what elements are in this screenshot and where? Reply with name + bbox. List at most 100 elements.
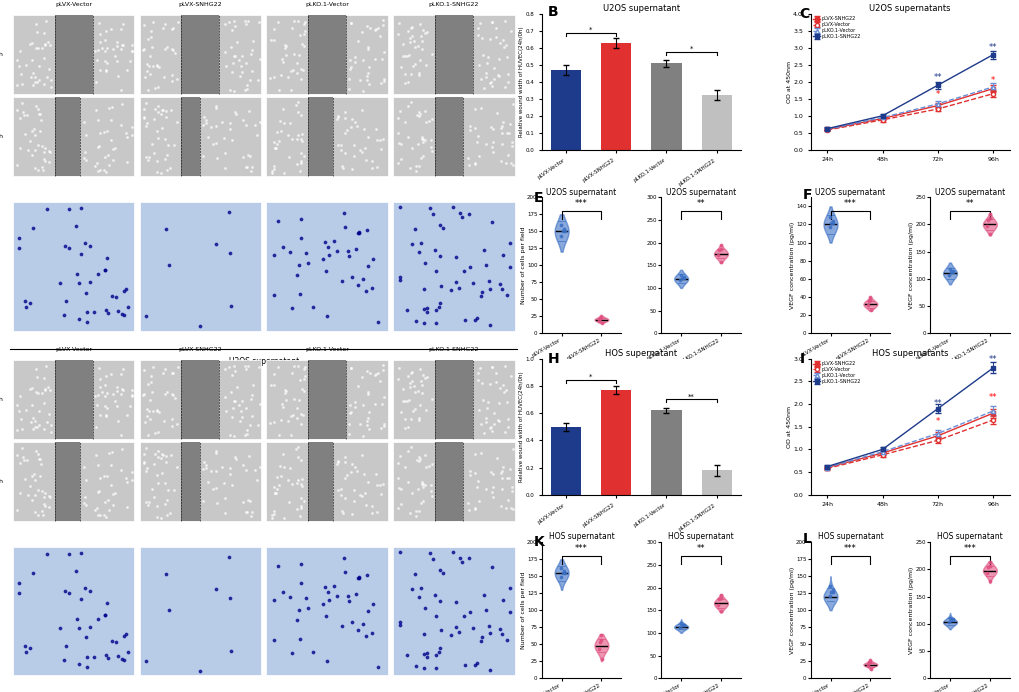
Point bbox=[161, 604, 177, 615]
Point bbox=[11, 46, 28, 57]
Point bbox=[493, 284, 510, 295]
Text: pLVX-SNHG22: pLVX-SNHG22 bbox=[178, 347, 222, 352]
Point bbox=[238, 162, 255, 173]
Point bbox=[86, 652, 102, 663]
Point bbox=[372, 143, 388, 154]
Point bbox=[116, 285, 132, 296]
Point bbox=[488, 107, 504, 118]
Bar bbox=[266, 97, 387, 176]
Point bbox=[276, 117, 292, 128]
Point bbox=[92, 28, 108, 39]
Point bbox=[367, 24, 383, 35]
Point bbox=[492, 156, 508, 167]
Point bbox=[234, 459, 251, 471]
Point bbox=[272, 115, 288, 126]
Point bbox=[240, 450, 257, 462]
Point bbox=[330, 110, 346, 121]
Bar bbox=[392, 202, 515, 331]
Point bbox=[108, 637, 124, 648]
Point bbox=[92, 473, 108, 484]
Point bbox=[674, 620, 690, 631]
Point bbox=[117, 127, 133, 138]
Point bbox=[36, 424, 52, 435]
Point bbox=[467, 502, 483, 513]
Bar bbox=[12, 361, 135, 439]
Point bbox=[122, 56, 139, 67]
Point bbox=[222, 592, 238, 603]
Point bbox=[356, 124, 372, 135]
Point bbox=[413, 31, 429, 42]
Point bbox=[146, 459, 162, 470]
Y-axis label: Relative wound width of HUVEC(24h/0h): Relative wound width of HUVEC(24h/0h) bbox=[519, 26, 524, 137]
Point bbox=[169, 117, 185, 128]
Point bbox=[225, 395, 242, 406]
Point bbox=[98, 649, 114, 660]
Point bbox=[90, 142, 106, 153]
Point bbox=[861, 292, 877, 303]
Point bbox=[346, 116, 363, 127]
Point bbox=[442, 629, 459, 640]
Point bbox=[399, 100, 416, 111]
Point bbox=[140, 84, 156, 95]
Point bbox=[108, 291, 124, 302]
Point bbox=[149, 156, 165, 167]
Point bbox=[391, 272, 408, 283]
Point bbox=[32, 471, 48, 482]
Point bbox=[494, 462, 511, 473]
Point bbox=[103, 24, 119, 35]
Point bbox=[37, 385, 53, 396]
Point bbox=[149, 405, 165, 416]
Point bbox=[68, 268, 85, 280]
Point bbox=[39, 549, 55, 560]
Point bbox=[477, 138, 493, 149]
Text: L: L bbox=[802, 532, 811, 546]
Point bbox=[21, 298, 38, 309]
Point bbox=[239, 495, 256, 506]
Point bbox=[105, 489, 121, 500]
Point bbox=[272, 470, 288, 481]
Bar bbox=[12, 442, 135, 520]
Point bbox=[60, 548, 76, 559]
Point bbox=[158, 450, 174, 461]
Point bbox=[88, 104, 104, 116]
Point bbox=[292, 109, 309, 120]
Point bbox=[145, 406, 161, 417]
Point bbox=[36, 28, 52, 39]
Point bbox=[473, 73, 489, 84]
Point bbox=[822, 586, 839, 597]
Point bbox=[470, 367, 486, 379]
Point bbox=[390, 457, 407, 468]
Point bbox=[57, 241, 73, 252]
Point bbox=[318, 610, 334, 621]
Point bbox=[30, 387, 46, 398]
Text: **: ** bbox=[932, 399, 942, 408]
Point bbox=[467, 103, 483, 114]
Point bbox=[164, 414, 180, 425]
Point bbox=[103, 368, 119, 379]
Point bbox=[52, 277, 68, 289]
Point bbox=[375, 420, 391, 431]
Point bbox=[97, 610, 113, 621]
Point bbox=[292, 578, 309, 589]
Point bbox=[824, 215, 841, 226]
Point bbox=[61, 242, 77, 253]
Point bbox=[91, 140, 107, 152]
Point bbox=[33, 459, 49, 470]
Point bbox=[342, 406, 359, 417]
Point bbox=[144, 386, 160, 397]
Point bbox=[358, 500, 374, 511]
Point bbox=[320, 242, 336, 253]
Point bbox=[859, 659, 875, 671]
Point bbox=[298, 248, 314, 259]
Title: HOS supernatant: HOS supernatant bbox=[936, 532, 1002, 541]
Point bbox=[29, 77, 45, 88]
Point bbox=[333, 161, 350, 172]
Point bbox=[207, 446, 223, 457]
Point bbox=[114, 443, 130, 454]
Point bbox=[234, 152, 251, 163]
Point bbox=[284, 410, 301, 421]
Point bbox=[413, 43, 429, 54]
Point bbox=[150, 426, 166, 437]
Point bbox=[421, 547, 437, 558]
Point bbox=[168, 418, 184, 429]
